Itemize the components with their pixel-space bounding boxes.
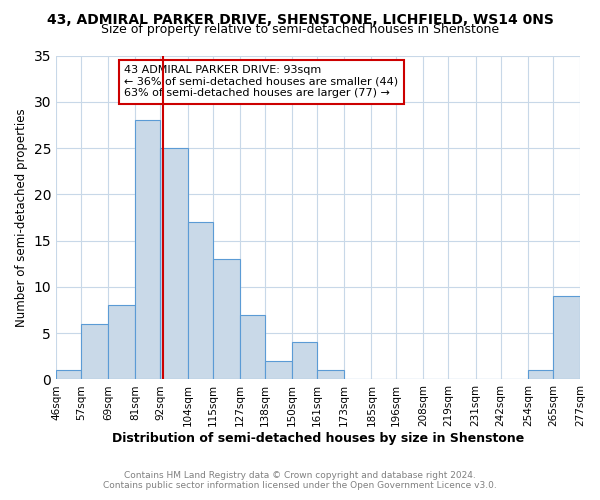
- Bar: [160, 148, 188, 380]
- Bar: [136, 120, 160, 380]
- Text: Size of property relative to semi-detached houses in Shenstone: Size of property relative to semi-detach…: [101, 22, 499, 36]
- Bar: [553, 296, 580, 380]
- Y-axis label: Number of semi-detached properties: Number of semi-detached properties: [15, 108, 28, 327]
- Bar: [108, 306, 136, 380]
- X-axis label: Distribution of semi-detached houses by size in Shenstone: Distribution of semi-detached houses by …: [112, 432, 524, 445]
- Bar: [81, 324, 108, 380]
- Bar: [240, 314, 265, 380]
- Bar: [265, 361, 292, 380]
- Bar: [188, 222, 212, 380]
- Text: Contains HM Land Registry data © Crown copyright and database right 2024.
Contai: Contains HM Land Registry data © Crown c…: [103, 470, 497, 490]
- Text: 43 ADMIRAL PARKER DRIVE: 93sqm
← 36% of semi-detached houses are smaller (44)
63: 43 ADMIRAL PARKER DRIVE: 93sqm ← 36% of …: [124, 65, 398, 98]
- Bar: [212, 259, 240, 380]
- Text: 43, ADMIRAL PARKER DRIVE, SHENSTONE, LICHFIELD, WS14 0NS: 43, ADMIRAL PARKER DRIVE, SHENSTONE, LIC…: [47, 12, 553, 26]
- Bar: [56, 370, 81, 380]
- Bar: [292, 342, 317, 380]
- Bar: [528, 370, 553, 380]
- Bar: [317, 370, 344, 380]
